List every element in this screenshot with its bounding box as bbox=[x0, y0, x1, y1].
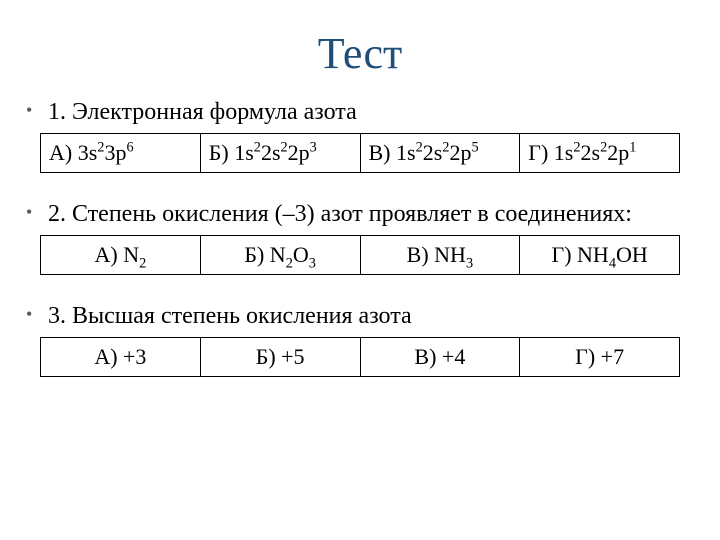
q1-option-d: Г) 1s22s22p1 bbox=[520, 134, 680, 173]
q3-option-a: А) +3 bbox=[41, 338, 201, 377]
q2-option-d: Г) NH4OH bbox=[520, 236, 680, 275]
q1-option-c: В) 1s22s22p5 bbox=[360, 134, 520, 173]
q3-option-d: Г) +7 bbox=[520, 338, 680, 377]
question-2: 2. Степень окисления (–3) азот проявляет… bbox=[40, 199, 680, 229]
question-1: 1. Электронная формула азота bbox=[40, 97, 680, 127]
question-list: 1. Электронная формула азота А) 3s23p6 Б… bbox=[40, 97, 680, 377]
q1-option-b: Б) 1s22s22p3 bbox=[200, 134, 360, 173]
question-2-text: 2. Степень окисления (–3) азот проявляет… bbox=[48, 201, 632, 227]
question-2-options: А) N2 Б) N2O3 В) NH3 Г) NH4OH bbox=[40, 235, 680, 275]
slide: Тест 1. Электронная формула азота А) 3s2… bbox=[0, 0, 720, 540]
q2-option-a: А) N2 bbox=[41, 236, 201, 275]
question-3-text: 3. Высшая степень окисления азота bbox=[48, 303, 412, 329]
question-3-options: А) +3 Б) +5 В) +4 Г) +7 bbox=[40, 337, 680, 377]
q2-option-b: Б) N2O3 bbox=[200, 236, 360, 275]
q3-option-b: Б) +5 bbox=[200, 338, 360, 377]
q1-option-a: А) 3s23p6 bbox=[41, 134, 201, 173]
q2-option-c: В) NH3 bbox=[360, 236, 520, 275]
question-3: 3. Высшая степень окисления азота bbox=[40, 301, 680, 331]
question-1-options: А) 3s23p6 Б) 1s22s22p3 В) 1s22s22p5 Г) 1… bbox=[40, 133, 680, 173]
q3-option-c: В) +4 bbox=[360, 338, 520, 377]
question-1-text: 1. Электронная формула азота bbox=[48, 99, 357, 125]
page-title: Тест bbox=[40, 0, 680, 97]
